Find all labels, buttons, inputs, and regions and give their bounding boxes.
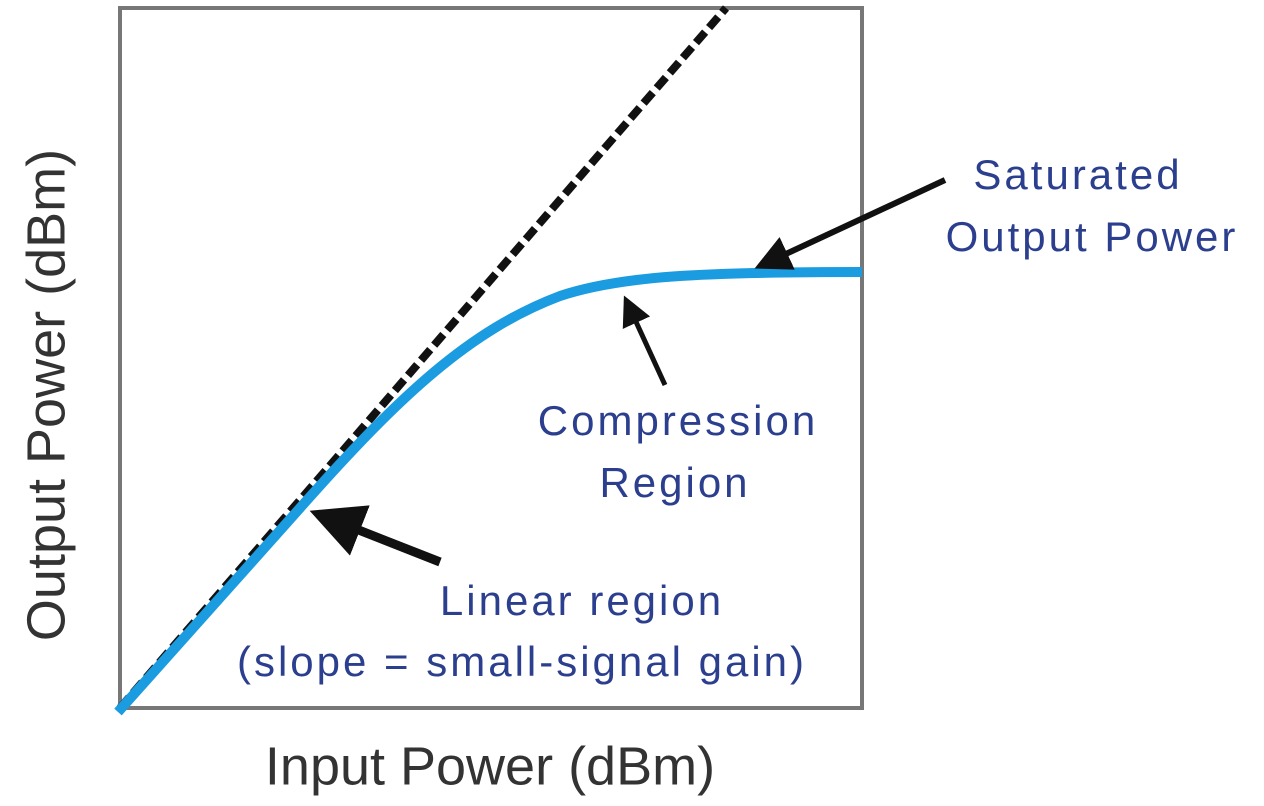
plot-frame bbox=[118, 6, 864, 710]
annotation: Compression bbox=[538, 397, 818, 444]
y-axis-label: Output Power (dBm) bbox=[16, 149, 76, 641]
annotation: Linear region bbox=[440, 577, 724, 624]
x-axis-label: Input Power (dBm) bbox=[265, 736, 715, 796]
saturated-arrow bbox=[754, 177, 947, 270]
linear-arrow bbox=[309, 505, 442, 567]
gain-curve bbox=[114, 267, 863, 716]
compression-arrow bbox=[622, 295, 668, 387]
ideal-linear-line bbox=[116, 5, 730, 711]
annotation: Output Power bbox=[946, 213, 1239, 260]
annotation: Region bbox=[599, 459, 750, 506]
annotation: Saturated bbox=[973, 151, 1182, 198]
annotation: (slope = small-signal gain) bbox=[237, 638, 807, 685]
